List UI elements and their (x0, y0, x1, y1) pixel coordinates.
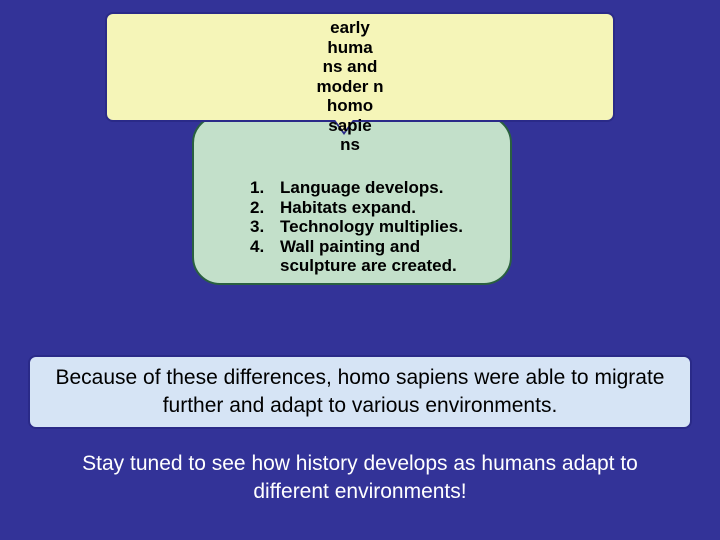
list-item: 4. Wall painting and sculpture are creat… (250, 237, 490, 276)
list-text: Wall painting and sculpture are created. (280, 237, 490, 276)
footer-text: Stay tuned to see how history develops a… (0, 450, 720, 507)
list-text: Language develops. (280, 178, 443, 198)
list-item: 2. Habitats expand. (250, 198, 490, 218)
developments-list: 1. Language develops. 2. Habitats expand… (250, 178, 490, 276)
conclusion-banner: Because of these differences, homo sapie… (28, 355, 692, 429)
conclusion-text: Because of these differences, homo sapie… (48, 364, 672, 421)
list-item: 3. Technology multiplies. (250, 217, 490, 237)
list-number: 3. (250, 217, 280, 237)
list-number: 1. (250, 178, 280, 198)
list-number: 4. (250, 237, 280, 276)
list-number: 2. (250, 198, 280, 218)
list-text: Technology multiplies. (280, 217, 463, 237)
center-wrapped-text: early huma ns and moder n homo sapie ns (316, 18, 384, 155)
list-text: Habitats expand. (280, 198, 416, 218)
list-item: 1. Language develops. (250, 178, 490, 198)
